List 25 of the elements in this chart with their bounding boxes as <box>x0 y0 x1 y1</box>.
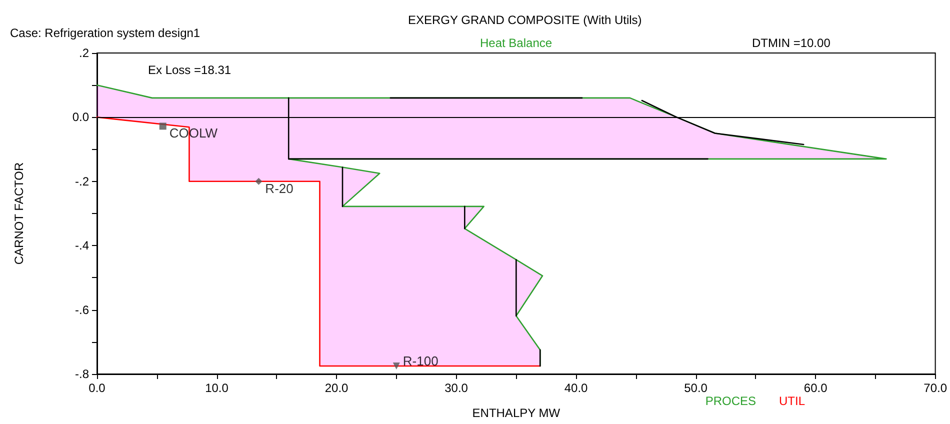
y-tick-label: .2 <box>78 46 90 60</box>
y-tick-label: -.4 <box>74 238 90 253</box>
x-tick-label: 70.0 <box>924 381 948 395</box>
x-tick-label: 50.0 <box>684 381 708 395</box>
x-tick-label: 30.0 <box>444 381 468 395</box>
y-tick-label: -.6 <box>74 302 90 317</box>
x-axis-title: ENTHALPY MW <box>472 406 561 420</box>
x-tick-label: 0.0 <box>88 381 106 395</box>
x-tick-label: 20.0 <box>324 381 349 395</box>
x-tick-label: 10.0 <box>205 381 229 395</box>
text: PROCES <box>705 394 756 408</box>
y-axis-title: CARNOT FACTOR <box>12 162 26 265</box>
chart-subtitle: Case: Refrigeration system design1 <box>10 26 200 40</box>
text: DTMIN =10.00 <box>752 36 831 50</box>
x-tick-label: 60.0 <box>804 381 828 395</box>
annotation: Ex Loss =18.31 <box>148 63 232 77</box>
text: UTIL <box>778 394 806 408</box>
series-label: R-100 <box>402 353 438 368</box>
y-tick-label: -.8 <box>74 367 90 381</box>
chart-title: EXERGY GRAND COMPOSITE (With Utils) <box>408 13 642 27</box>
text: Heat Balance <box>480 36 552 50</box>
y-tick-label: -.2 <box>74 174 90 188</box>
series-label: R-20 <box>265 180 294 196</box>
y-tick-label: 0.0 <box>72 110 90 124</box>
x-tick-label: 40.0 <box>564 381 588 395</box>
